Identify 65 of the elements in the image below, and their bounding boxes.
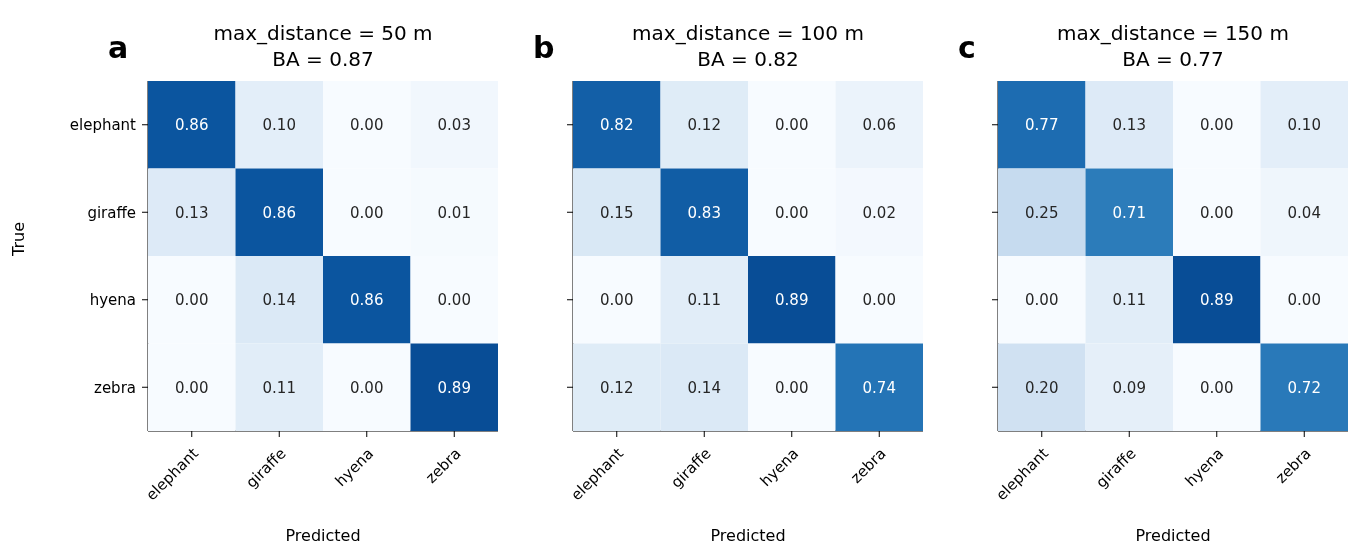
data-label: 0.00: [175, 378, 209, 397]
data-label: 0.72: [1287, 378, 1321, 397]
data-label: 0.00: [600, 291, 634, 309]
data-label: 0.13: [1112, 116, 1146, 134]
data-label: 0.04: [1287, 203, 1321, 222]
data-label: 0.74: [862, 378, 896, 397]
text: b: [533, 30, 555, 65]
data-label: 0.00: [350, 116, 384, 134]
data-label: 0.12: [600, 378, 634, 397]
chart-title: max_distance = 50 m: [212, 20, 434, 46]
data-label: 0.02: [862, 203, 896, 222]
data-label: 0.86: [350, 291, 384, 309]
data-label: 0.01: [437, 203, 471, 222]
data-label: 0.83: [687, 203, 721, 222]
data-label: 0.14: [687, 378, 721, 397]
data-label: 0.86: [262, 203, 296, 222]
data-label: 0.06: [862, 116, 896, 134]
data-label: 0.00: [775, 116, 809, 134]
data-label: 0.20: [1025, 378, 1059, 397]
x-axis-title: Predicted: [710, 526, 786, 545]
data-label: 0.13: [175, 203, 209, 222]
data-label: 0.09: [1112, 378, 1146, 397]
chart-subtitle: BA = 0.77: [1121, 46, 1225, 72]
data-label: 0.00: [775, 378, 809, 397]
data-label: 0.10: [262, 116, 296, 134]
chart-subtitle: BA = 0.87: [271, 46, 375, 72]
x-axis-title: Predicted: [1135, 526, 1211, 545]
data-label: 0.00: [175, 291, 209, 309]
data-label: 0.15: [600, 203, 634, 222]
data-label: 0.00: [350, 378, 384, 397]
data-label: 0.71: [1112, 203, 1146, 222]
y-tick-label: zebra: [94, 378, 136, 397]
data-label: 0.77: [1025, 116, 1059, 134]
data-label: 0.00: [350, 203, 384, 222]
data-label: 0.00: [1200, 116, 1234, 134]
chart-title: max_distance = 150 m: [1056, 20, 1290, 46]
data-label: 0.14: [262, 291, 296, 309]
data-label: 0.11: [262, 378, 296, 397]
y-tick-label: hyena: [89, 291, 136, 309]
data-label: 0.00: [437, 291, 471, 309]
x-axis-title: Predicted: [285, 526, 361, 545]
data-label: 0.86: [175, 116, 209, 134]
text: c: [958, 30, 976, 65]
data-label: 0.11: [687, 291, 721, 309]
data-label: 0.00: [1200, 203, 1234, 222]
data-label: 0.12: [687, 116, 721, 134]
text: a: [108, 30, 129, 65]
data-label: 0.89: [775, 291, 809, 309]
y-tick-label: giraffe: [87, 203, 136, 222]
data-label: 0.11: [1112, 291, 1146, 309]
data-label: 0.89: [1200, 291, 1234, 309]
data-label: 0.03: [437, 116, 471, 134]
chart-title: max_distance = 100 m: [631, 20, 865, 46]
data-label: 0.89: [437, 378, 471, 397]
data-label: 0.10: [1287, 116, 1321, 134]
data-label: 0.25: [1025, 203, 1059, 222]
data-label: 0.82: [600, 116, 634, 134]
y-axis-title: True: [8, 222, 28, 257]
data-label: 0.00: [1287, 291, 1321, 309]
data-label: 0.00: [775, 203, 809, 222]
data-label: 0.00: [862, 291, 896, 309]
data-label: 0.00: [1025, 291, 1059, 309]
data-label: 0.00: [1200, 378, 1234, 397]
chart-subtitle: BA = 0.82: [696, 46, 800, 72]
y-tick-label: elephant: [69, 116, 137, 134]
